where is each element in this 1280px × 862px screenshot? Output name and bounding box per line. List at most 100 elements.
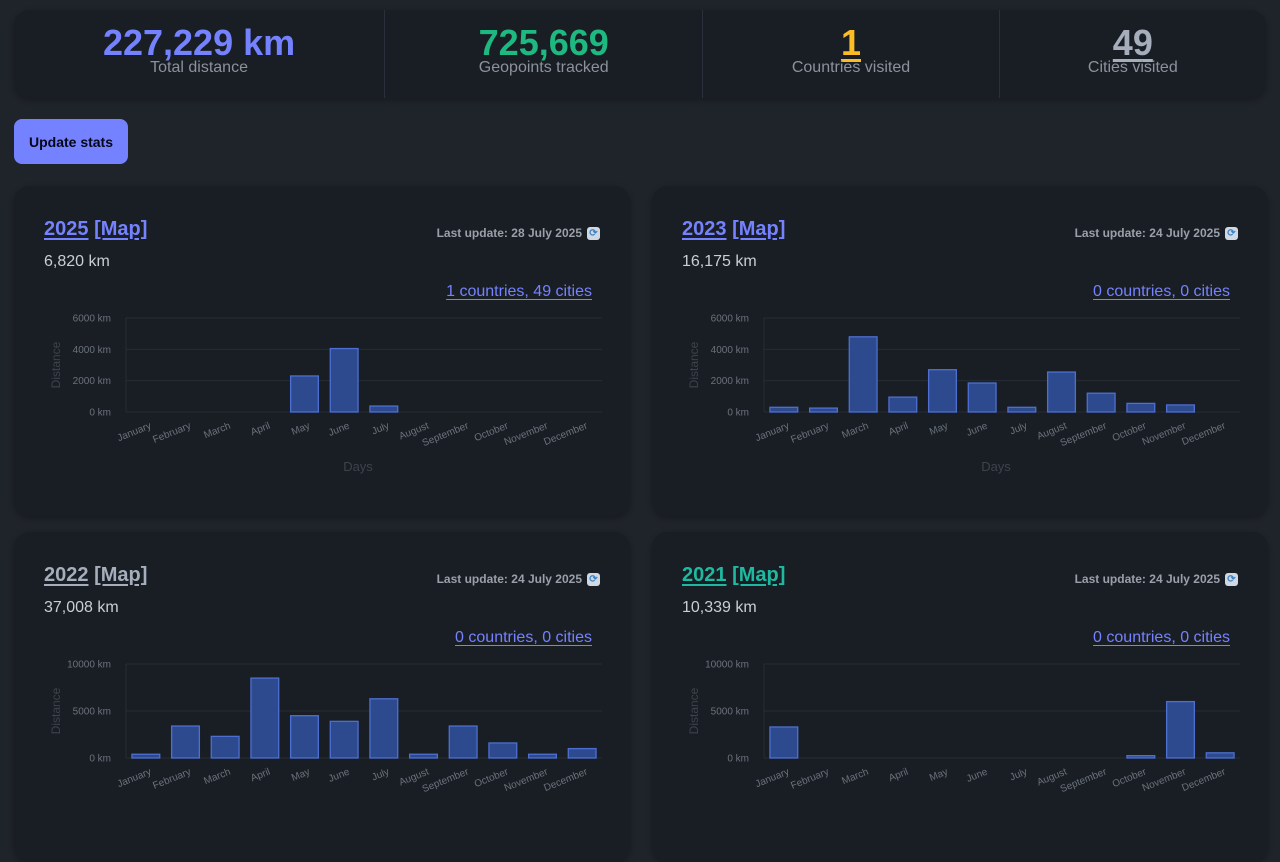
- last-update-text: Last update: 24 July 2025: [436, 572, 582, 586]
- x-tick-label: January: [754, 767, 791, 791]
- bar: [488, 742, 518, 759]
- stat-cities[interactable]: 49 Cities visited: [1000, 10, 1266, 98]
- refresh-icon[interactable]: ⟳: [587, 226, 600, 240]
- last-update-text: Last update: 28 July 2025: [436, 226, 582, 240]
- x-tick-label: July: [1008, 767, 1029, 784]
- bar: [1205, 752, 1235, 759]
- last-update-text: Last update: 24 July 2025: [1074, 226, 1220, 240]
- x-tick-label: June: [965, 420, 990, 438]
- year-card-2021: 2021 [Map] Last update: 24 July 2025 ⟳ 1…: [652, 532, 1268, 862]
- map-link[interactable]: [Map]: [94, 218, 148, 240]
- refresh-icon[interactable]: ⟳: [1225, 226, 1238, 240]
- bar: [1046, 371, 1077, 413]
- x-tick-label: February: [151, 421, 192, 446]
- bar: [769, 406, 799, 413]
- last-update: Last update: 24 July 2025 ⟳: [1075, 572, 1238, 586]
- bar: [967, 382, 997, 413]
- year-distance: 16,175 km: [682, 253, 757, 270]
- bar: [888, 396, 918, 413]
- countries-cities-link[interactable]: 0 countries, 0 cities: [455, 629, 592, 646]
- year-link[interactable]: 2025: [44, 218, 89, 240]
- stat-label: Geopoints tracked: [478, 59, 609, 76]
- y-tick-label: 0 km: [727, 408, 749, 419]
- y-tick-label: 5000 km: [73, 707, 111, 718]
- stat-countries[interactable]: 1 Countries visited: [703, 10, 1000, 98]
- x-tick-label: May: [290, 421, 312, 438]
- bar: [289, 715, 320, 759]
- y-tick-label: 10000 km: [67, 660, 111, 671]
- bar: [131, 753, 161, 759]
- x-tick-label: September: [421, 766, 471, 795]
- year-card-2022: 2022 [Map] Last update: 24 July 2025 ⟳ 3…: [14, 532, 630, 862]
- y-tick-label: 2000 km: [73, 376, 111, 387]
- card-title: 2022 [Map]: [44, 564, 147, 587]
- year-link[interactable]: 2022: [44, 564, 89, 586]
- x-tick-label: June: [327, 766, 352, 784]
- last-update: Last update: 28 July 2025 ⟳: [437, 226, 600, 240]
- x-tick-label: September: [1059, 766, 1109, 795]
- x-tick-label: December: [542, 420, 590, 448]
- bar: [210, 735, 240, 759]
- year-link[interactable]: 2023: [682, 218, 727, 240]
- stat-value: 725,669: [478, 22, 609, 63]
- update-stats-button[interactable]: Update stats: [14, 119, 128, 164]
- y-tick-label: 0 km: [727, 754, 749, 765]
- monthly-distance-chart: 0 km 2000 km 4000 km 6000 km JanuaryFebruary…: [49, 314, 602, 474]
- x-tick-label: November: [1141, 420, 1189, 448]
- countries-cities-link[interactable]: 0 countries, 0 cities: [1093, 629, 1230, 646]
- x-tick-label: March: [840, 421, 870, 442]
- x-tick-label: November: [1141, 766, 1189, 794]
- countries-cities-link[interactable]: 1 countries, 49 cities: [446, 283, 592, 300]
- bar: [527, 753, 558, 759]
- bar: [927, 369, 958, 413]
- bar: [808, 407, 839, 413]
- y-axis-title: Distance: [687, 687, 701, 734]
- bar: [769, 726, 799, 759]
- x-tick-label: March: [840, 767, 870, 788]
- y-tick-label: 5000 km: [711, 707, 749, 718]
- refresh-icon[interactable]: ⟳: [1225, 572, 1238, 586]
- map-link[interactable]: [Map]: [94, 564, 148, 586]
- x-tick-label: December: [542, 766, 590, 794]
- x-tick-label: December: [1180, 420, 1228, 448]
- card-title: 2023 [Map]: [682, 218, 785, 241]
- y-axis-title: Distance: [49, 341, 63, 388]
- x-tick-label: November: [503, 766, 551, 794]
- stat-value[interactable]: 49: [1112, 22, 1153, 63]
- x-tick-label: February: [789, 767, 830, 792]
- map-link[interactable]: [Map]: [732, 218, 786, 240]
- bar: [1007, 406, 1037, 413]
- x-tick-label: January: [116, 421, 153, 445]
- x-tick-label: July: [370, 421, 391, 438]
- last-update-text: Last update: 24 July 2025: [1074, 572, 1220, 586]
- countries-cities-link[interactable]: 0 countries, 0 cities: [1093, 283, 1230, 300]
- x-tick-label: July: [1008, 421, 1029, 438]
- refresh-icon[interactable]: ⟳: [587, 572, 600, 586]
- stat-value[interactable]: 1: [840, 22, 861, 63]
- x-tick-label: April: [249, 767, 272, 785]
- y-tick-label: 6000 km: [73, 314, 111, 325]
- x-tick-label: February: [151, 767, 192, 792]
- year-distance: 6,820 km: [44, 253, 110, 270]
- bar: [329, 720, 359, 759]
- monthly-distance-chart: 0 km 2000 km 4000 km 6000 km JanuaryFebruary…: [687, 314, 1240, 474]
- x-tick-label: July: [370, 767, 391, 784]
- x-tick-label: September: [421, 420, 471, 449]
- bar: [1126, 755, 1156, 759]
- x-tick-label: September: [1059, 420, 1109, 449]
- x-tick-label: April: [887, 767, 910, 785]
- y-tick-label: 4000 km: [711, 345, 749, 356]
- x-tick-label: April: [887, 421, 910, 439]
- stat-label: Cities visited: [1087, 59, 1178, 76]
- y-axis-title: Distance: [49, 687, 63, 734]
- year-link[interactable]: 2021: [682, 564, 727, 586]
- x-axis-title: Days: [343, 459, 373, 474]
- bar: [289, 375, 320, 413]
- x-tick-label: January: [754, 421, 791, 445]
- y-tick-label: 0 km: [89, 408, 111, 419]
- x-tick-label: December: [1180, 766, 1228, 794]
- y-tick-label: 2000 km: [711, 376, 749, 387]
- map-link[interactable]: [Map]: [732, 564, 786, 586]
